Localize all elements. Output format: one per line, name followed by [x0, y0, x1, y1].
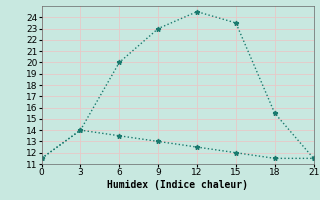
- X-axis label: Humidex (Indice chaleur): Humidex (Indice chaleur): [107, 180, 248, 190]
